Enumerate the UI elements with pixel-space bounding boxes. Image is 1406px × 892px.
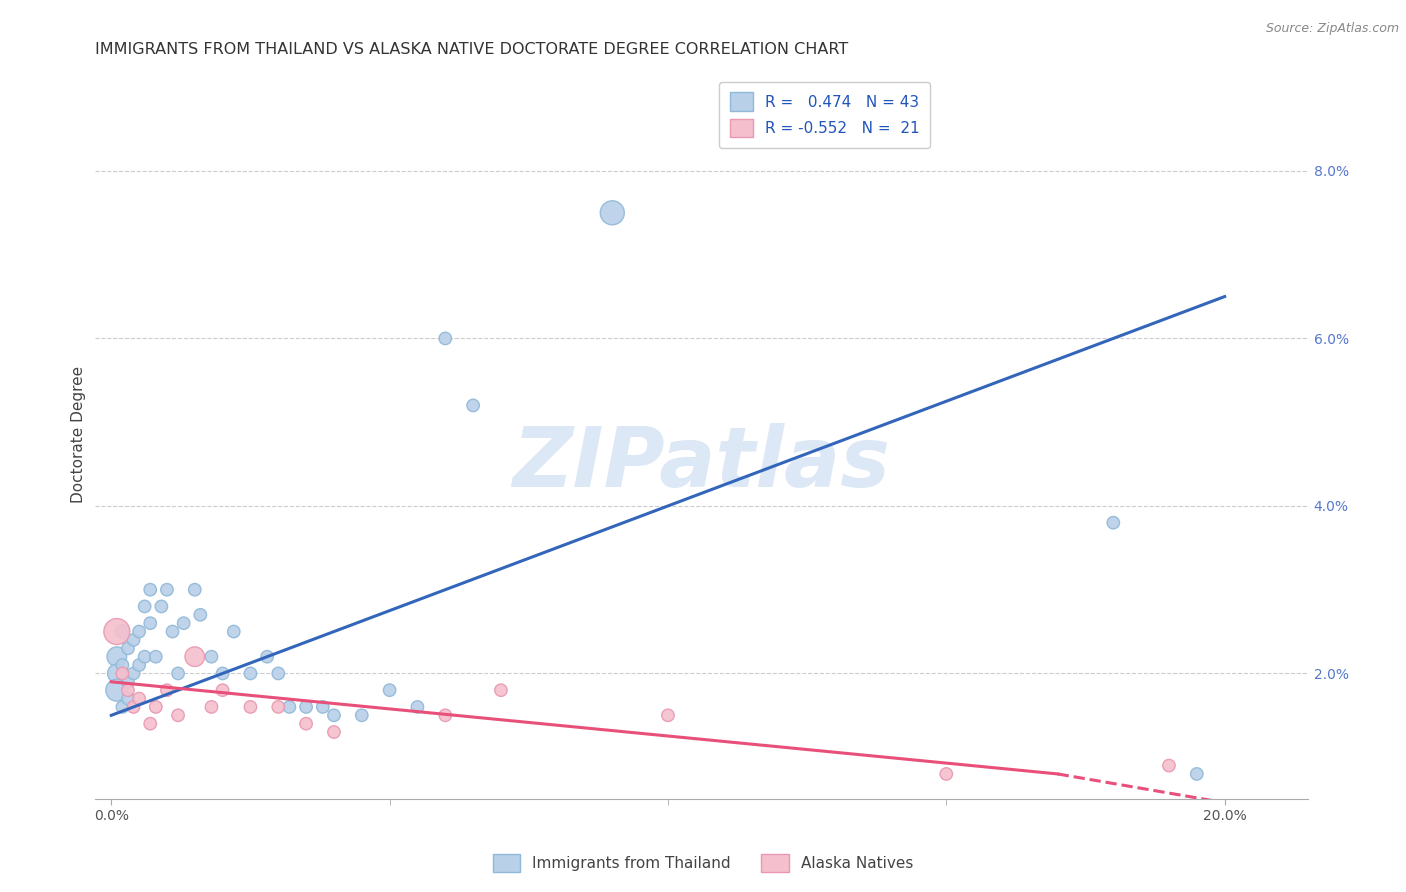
Text: ZIPatlas: ZIPatlas (512, 424, 890, 504)
Point (239, 700, 262, 714)
Point (122, 632, 145, 647)
Legend: R =   0.474   N = 43, R = -0.552   N =  21: R = 0.474 N = 43, R = -0.552 N = 21 (720, 82, 931, 148)
Point (267, 700, 290, 714)
Point (117, 641, 139, 656)
Point (239, 666, 262, 681)
Point (134, 649, 156, 664)
Point (145, 649, 167, 664)
Point (156, 683, 179, 698)
Point (117, 674, 139, 689)
Point (128, 658, 150, 673)
Point (167, 666, 190, 681)
Point (105, 649, 128, 664)
Point (156, 582, 179, 597)
Point (184, 582, 207, 597)
Point (167, 708, 190, 723)
Point (111, 666, 134, 681)
Point (312, 700, 335, 714)
Point (134, 599, 156, 614)
Point (122, 666, 145, 681)
Text: Source: ZipAtlas.com: Source: ZipAtlas.com (1265, 22, 1399, 36)
Point (935, 767, 957, 781)
Point (122, 700, 145, 714)
Point (173, 616, 195, 631)
Point (200, 649, 222, 664)
Point (600, 206, 623, 220)
Point (139, 582, 162, 597)
Point (117, 691, 139, 706)
Point (461, 399, 484, 413)
Point (111, 658, 134, 673)
Point (295, 700, 318, 714)
Point (105, 666, 128, 681)
Point (150, 599, 173, 614)
Point (139, 616, 162, 631)
Point (184, 649, 207, 664)
Point (211, 683, 233, 698)
Point (434, 331, 457, 345)
Point (139, 716, 162, 731)
Text: IMMIGRANTS FROM THAILAND VS ALASKA NATIVE DOCTORATE DEGREE CORRELATION CHART: IMMIGRANTS FROM THAILAND VS ALASKA NATIV… (94, 42, 848, 57)
Point (657, 708, 679, 723)
Point (295, 716, 318, 731)
Point (434, 708, 457, 723)
Point (267, 666, 290, 681)
Point (145, 700, 167, 714)
Point (105, 624, 128, 639)
Point (489, 683, 512, 698)
Point (111, 700, 134, 714)
Point (105, 683, 128, 698)
Point (256, 649, 278, 664)
Point (323, 708, 346, 723)
Point (1157, 758, 1180, 772)
Y-axis label: Doctorate Degree: Doctorate Degree (72, 367, 86, 503)
Point (350, 708, 373, 723)
Point (222, 624, 245, 639)
Point (111, 624, 134, 639)
Point (188, 607, 211, 622)
Legend: Immigrants from Thailand, Alaska Natives: Immigrants from Thailand, Alaska Natives (485, 846, 921, 880)
Point (211, 666, 233, 681)
Point (1185, 767, 1208, 781)
Point (162, 624, 184, 639)
Point (323, 725, 346, 739)
Point (406, 700, 429, 714)
Point (128, 691, 150, 706)
Point (128, 624, 150, 639)
Point (200, 700, 222, 714)
Point (278, 700, 301, 714)
Point (378, 683, 401, 698)
Point (117, 683, 139, 698)
Point (1102, 516, 1125, 530)
